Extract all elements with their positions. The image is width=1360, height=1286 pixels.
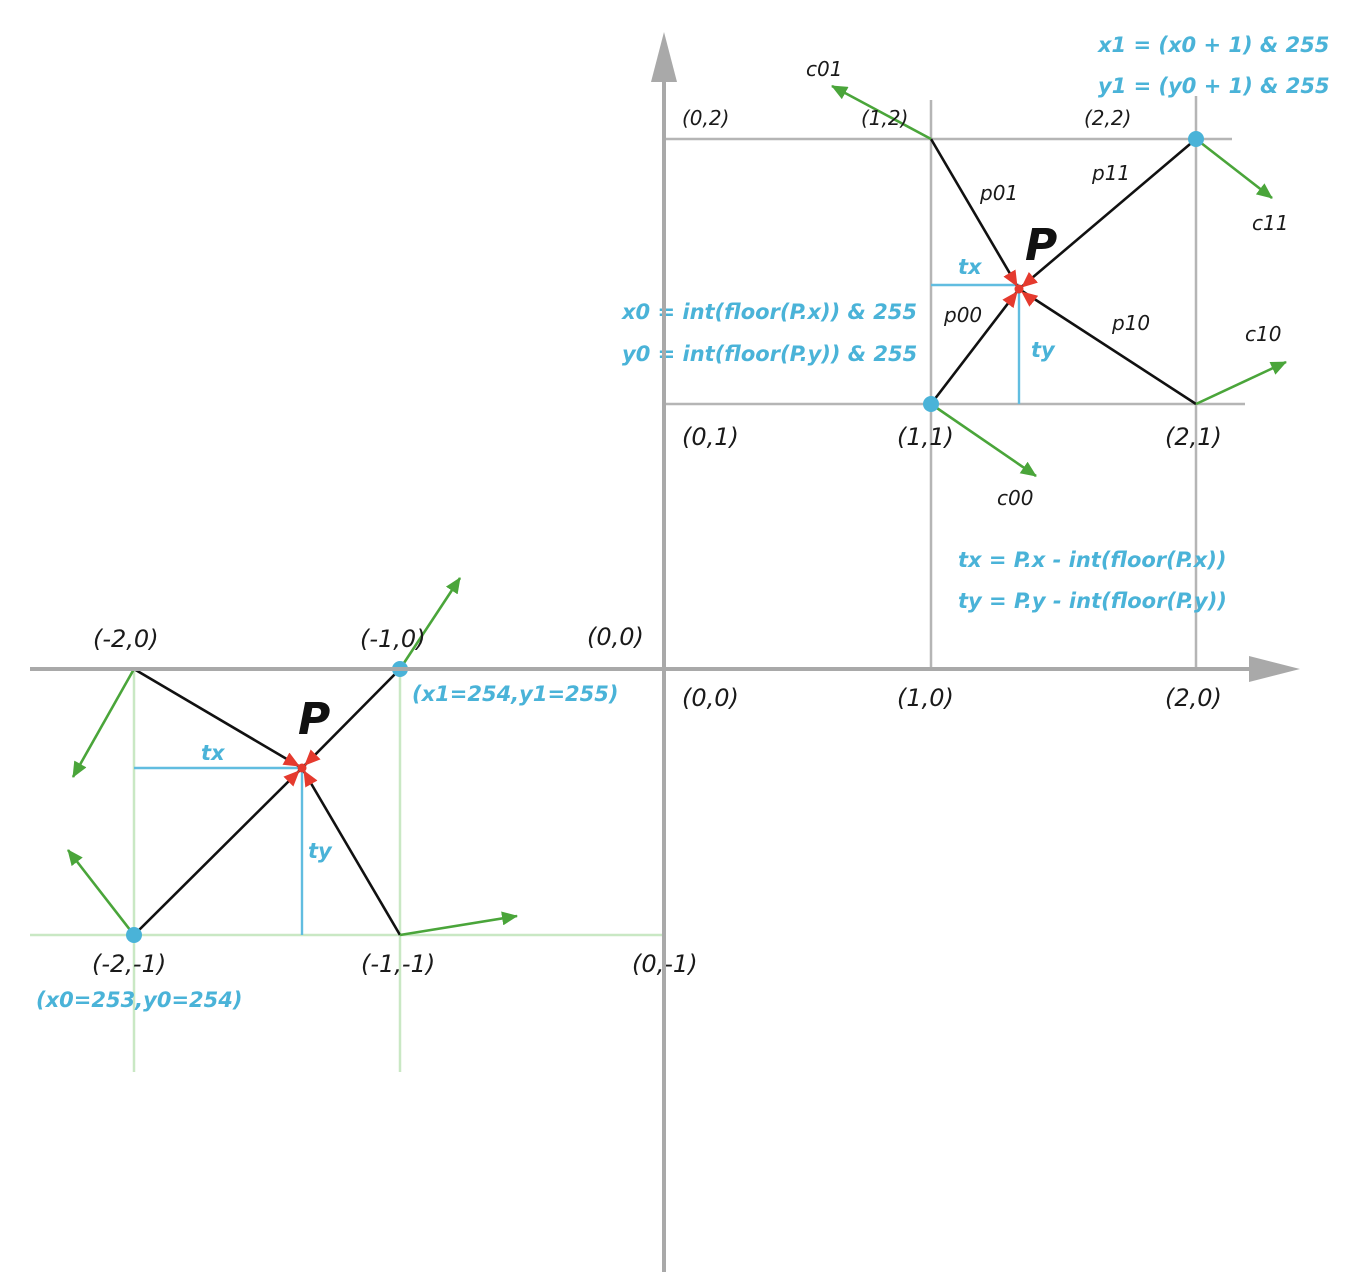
gradient-m2-m1	[66, 849, 136, 936]
p11-vector	[1018, 138, 1197, 290]
vector-from-m2-0	[133, 667, 303, 770]
note-x0y0: (x0=253,y0=254)	[36, 988, 243, 1012]
label-tx: tx	[958, 255, 983, 279]
corner-dot-m2-m1	[126, 927, 142, 943]
label-tx: tx	[201, 741, 226, 765]
label-point-1-1: (1,1)	[897, 423, 954, 451]
top-grid: c01 c11 c10 c00 p01 p11 p00 p10 tx ty P …	[621, 33, 1330, 669]
gradient-m1-m1	[399, 911, 518, 937]
label-point-1-0: (1,0)	[897, 684, 954, 712]
label-c00: c00	[997, 486, 1033, 510]
point-P	[297, 763, 307, 773]
x-axis-arrowhead	[1249, 656, 1300, 682]
c00-gradient	[930, 402, 1037, 478]
label-p01: p01	[979, 181, 1018, 205]
gradient-m1-0	[398, 577, 462, 670]
label-point-m1-m1: (-1,-1)	[361, 950, 435, 978]
label-p10: p10	[1111, 311, 1150, 335]
vector-from-m1-m1	[300, 767, 402, 936]
note-x1y1: (x1=254,y1=255)	[412, 682, 619, 706]
corner-dot-2-2	[1188, 131, 1204, 147]
label-c11: c11	[1252, 211, 1288, 235]
label-point-m2-m1: (-2,-1)	[92, 950, 166, 978]
formula-ty: ty = P.y - int(floor(P.y))	[958, 589, 1227, 613]
c11-gradient	[1195, 137, 1273, 200]
p10-vector	[1018, 287, 1197, 406]
label-ty: ty	[308, 839, 333, 863]
label-ty: ty	[1031, 338, 1056, 362]
c01-gradient	[831, 84, 932, 141]
label-point-0-1: (0,1)	[682, 423, 739, 451]
label-point-0-2: (0,2)	[682, 106, 729, 130]
label-c10: c10	[1245, 322, 1281, 346]
label-point-2-1: (2,1)	[1165, 423, 1222, 451]
bottom-grid: P tx ty (-2,-1) (-1,-1) (0,-1) (x1=254,y…	[30, 577, 698, 1072]
vector-from-m2-m1	[133, 767, 303, 936]
label-P: P	[1025, 220, 1057, 271]
label-point-2-0: (2,0)	[1165, 684, 1222, 712]
label-p11: p11	[1091, 161, 1130, 185]
formula-y1: y1 = (y0 + 1) & 255	[1098, 74, 1330, 98]
label-p00: p00	[943, 303, 982, 327]
gradient-m2-0	[71, 668, 136, 778]
y-axis-arrowhead	[651, 32, 677, 82]
label-point-1-2: (1,2)	[861, 106, 908, 130]
label-origin-below: (0,0)	[682, 684, 739, 712]
label-c01: c01	[806, 57, 842, 81]
corner-dot-1-1	[923, 396, 939, 412]
label-P: P	[298, 694, 330, 745]
formula-y0: y0 = int(floor(P.y)) & 255	[622, 342, 917, 366]
label-origin-above: (0,0)	[587, 623, 644, 651]
label-point-m2-0: (-2,0)	[93, 625, 159, 653]
axes: (0,0) (0,0) (1,0) (2,0) (-2,0) (-1,0)	[30, 32, 1300, 1272]
point-P	[1014, 284, 1024, 294]
formula-x1: x1 = (x0 + 1) & 255	[1097, 33, 1329, 57]
label-point-m1-0: (-1,0)	[360, 625, 426, 653]
formula-x0: x0 = int(floor(P.x)) & 255	[621, 300, 917, 324]
p01-vector	[929, 138, 1021, 290]
c10-gradient	[1195, 360, 1287, 406]
label-point-2-2: (2,2)	[1084, 106, 1131, 130]
formula-tx: tx = P.x - int(floor(P.x))	[958, 548, 1226, 572]
